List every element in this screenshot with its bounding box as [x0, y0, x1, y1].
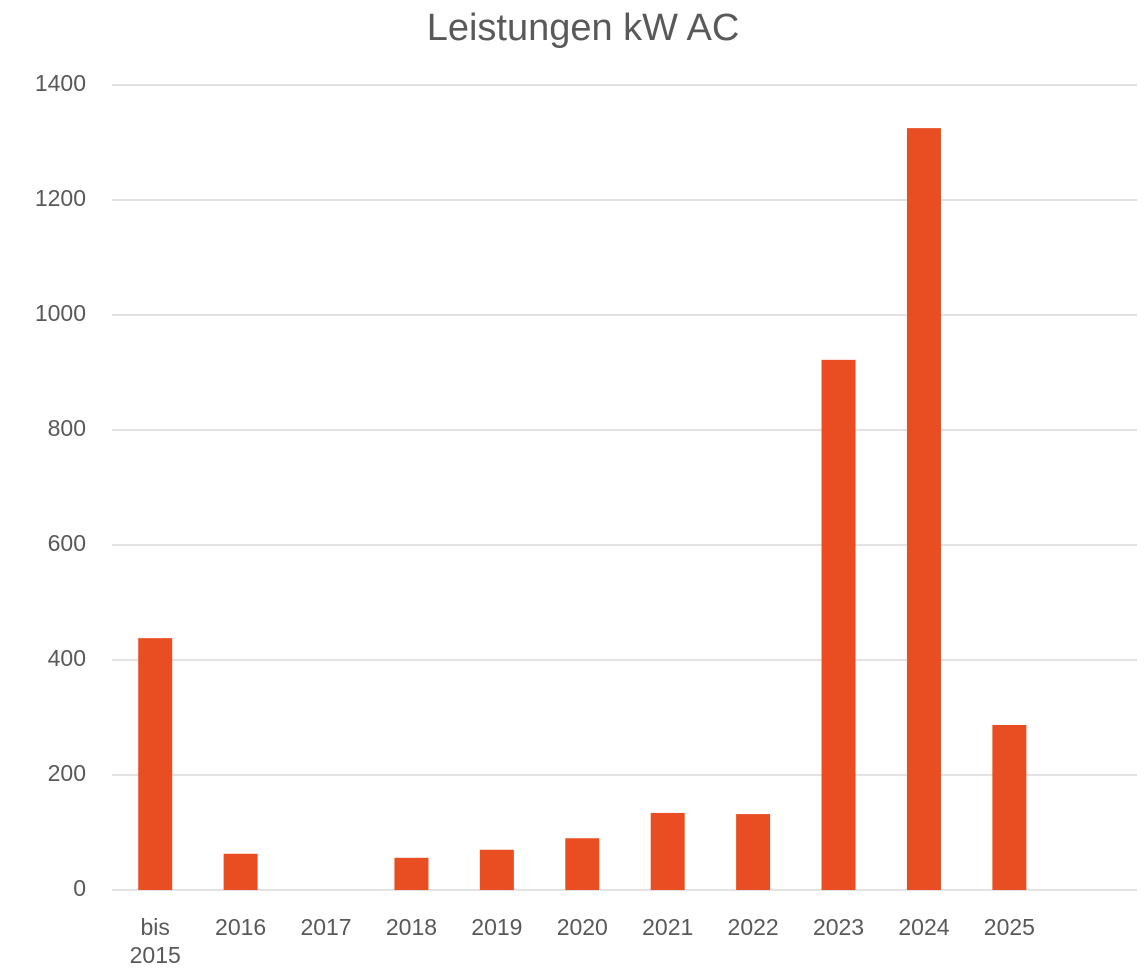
x-tick-label: 2022 — [727, 914, 779, 940]
bar — [906, 128, 941, 890]
bar — [138, 638, 173, 890]
x-tick-label: 2021 — [642, 914, 694, 940]
x-tick-label: 2020 — [556, 914, 608, 940]
chart-title: Leistungen kW AC — [427, 7, 740, 49]
x-tick-label: 2024 — [898, 914, 950, 940]
y-tick-label: 400 — [48, 645, 86, 671]
bar — [223, 853, 258, 890]
y-tick-label: 800 — [48, 415, 86, 441]
bar — [650, 812, 685, 890]
bar — [821, 359, 856, 891]
bar — [394, 857, 429, 890]
x-tick-label: 2016 — [215, 914, 267, 940]
y-tick-label: 0 — [73, 875, 86, 901]
bar — [992, 724, 1027, 890]
x-tick-label: bis 2015 — [129, 914, 181, 968]
bar — [565, 838, 600, 890]
x-tick-label: 2019 — [471, 914, 523, 940]
y-tick-label: 1200 — [35, 185, 86, 211]
x-tick-label: 2017 — [300, 914, 352, 940]
x-tick-label: 2023 — [812, 914, 865, 940]
bar — [479, 849, 514, 890]
y-tick-label: 600 — [48, 530, 86, 556]
bar — [736, 814, 771, 890]
y-tick-label: 1400 — [35, 70, 86, 96]
y-tick-label: 200 — [48, 760, 86, 786]
x-tick-label: 2018 — [385, 914, 438, 940]
y-tick-label: 1000 — [35, 300, 86, 326]
x-tick-label: 2025 — [983, 914, 1035, 940]
